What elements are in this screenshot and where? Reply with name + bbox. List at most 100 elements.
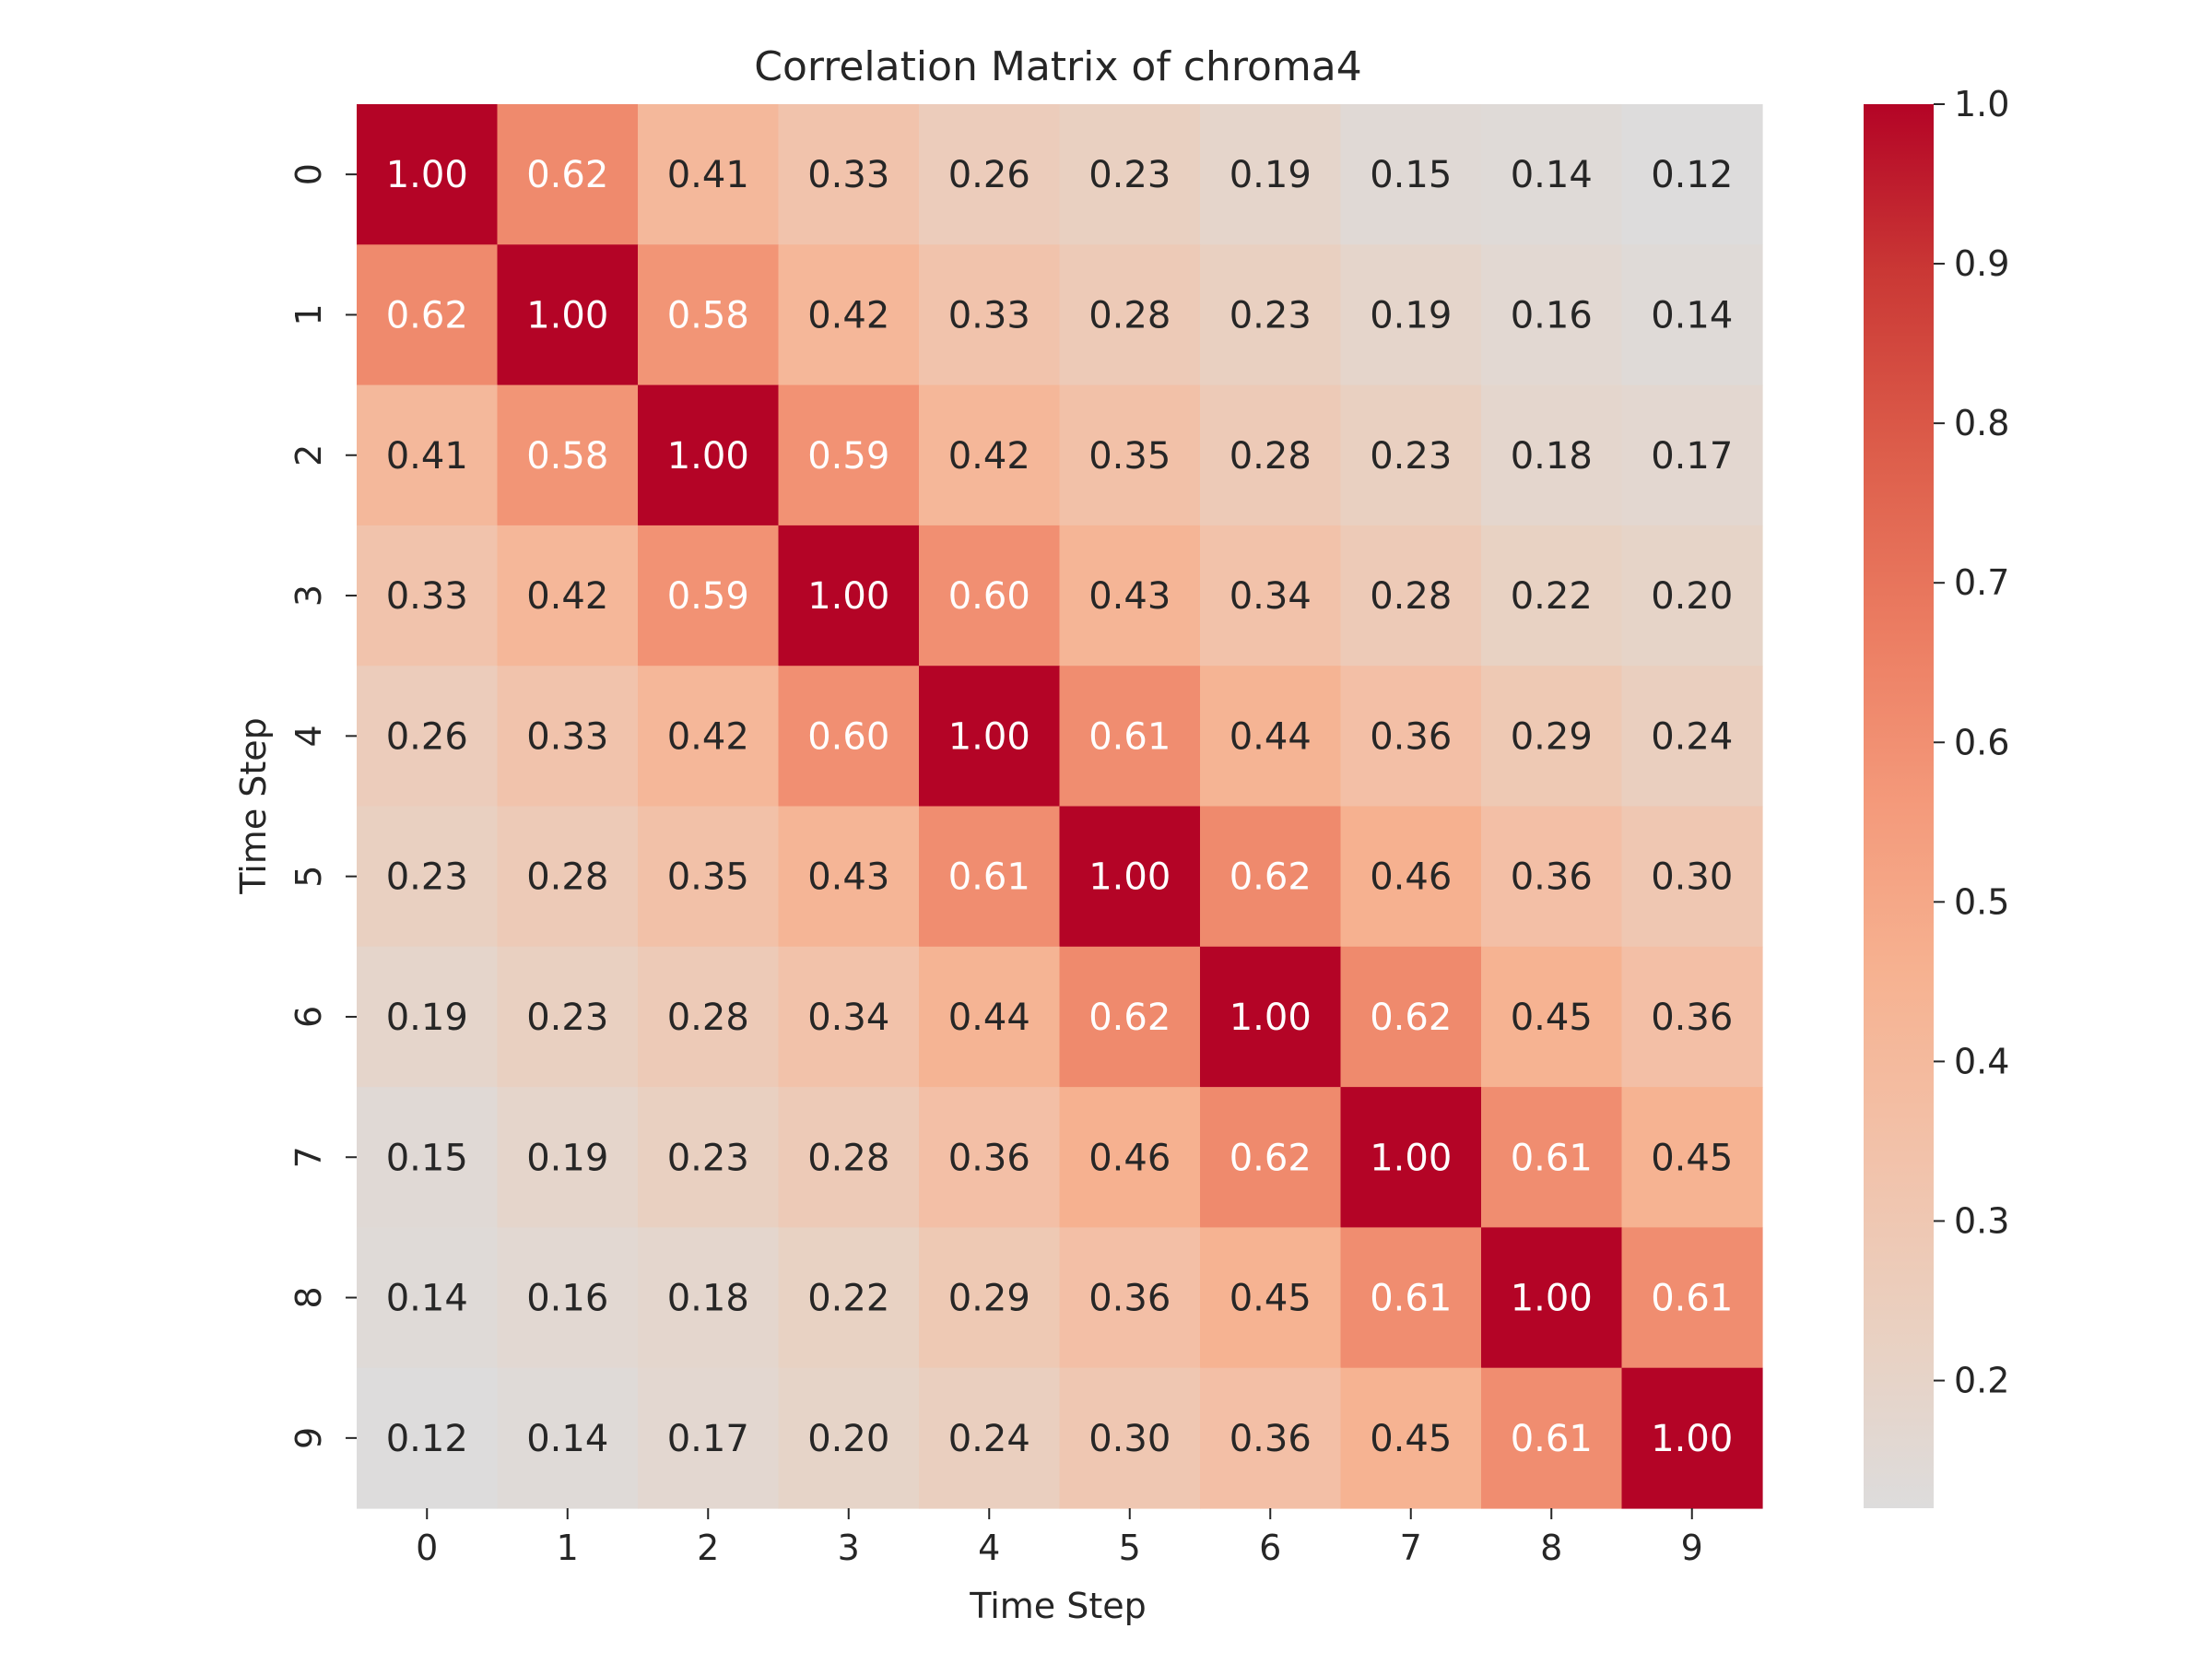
heatmap-cell bbox=[1621, 244, 1763, 386]
heatmap-cell bbox=[638, 244, 780, 386]
cell-value-label: 1.00 bbox=[1370, 1137, 1452, 1179]
x-tick-label: 7 bbox=[1400, 1528, 1422, 1568]
heatmap-cell bbox=[1621, 666, 1763, 808]
heatmap-cell bbox=[1340, 1227, 1482, 1369]
cell-value-label: 0.23 bbox=[386, 856, 468, 899]
cell-value-label: 0.58 bbox=[526, 435, 608, 478]
cell-value-label: 0.62 bbox=[1230, 1137, 1312, 1179]
cell-value-label: 0.61 bbox=[1511, 1418, 1593, 1460]
heatmap-cell bbox=[778, 666, 920, 808]
cell-value-label: 0.28 bbox=[807, 1137, 889, 1179]
y-tick-label: 3 bbox=[288, 584, 329, 607]
y-tick-label: 1 bbox=[288, 303, 329, 325]
cell-value-label: 0.18 bbox=[1511, 435, 1593, 478]
heatmap-cell bbox=[1200, 384, 1342, 526]
cell-value-label: 0.61 bbox=[948, 856, 1030, 899]
heatmap-cell bbox=[1340, 666, 1482, 808]
heatmap-cell bbox=[1481, 1227, 1623, 1369]
heatmap-cell bbox=[1621, 1087, 1763, 1228]
heatmap-cell bbox=[1059, 946, 1201, 1088]
heatmap-cell bbox=[1200, 1367, 1342, 1509]
cell-value-label: 0.44 bbox=[948, 997, 1030, 1039]
heatmap-cell bbox=[357, 1367, 499, 1509]
heatmap-cell bbox=[497, 244, 639, 386]
heatmap-cell bbox=[357, 525, 499, 667]
heatmap-cell bbox=[778, 1087, 920, 1228]
cell-value-label: 0.14 bbox=[1511, 154, 1593, 196]
y-tick-label: 9 bbox=[288, 1427, 329, 1449]
heatmap-cell bbox=[1340, 384, 1482, 526]
heatmap-cell bbox=[1059, 1087, 1201, 1228]
heatmap-cell bbox=[1200, 244, 1342, 386]
y-tick-label: 8 bbox=[288, 1286, 329, 1308]
heatmap-cell bbox=[497, 384, 639, 526]
heatmap-cell bbox=[919, 525, 1061, 667]
heatmap-cell bbox=[1059, 525, 1201, 667]
cell-value-label: 0.61 bbox=[1370, 1278, 1452, 1320]
cell-value-label: 0.12 bbox=[386, 1418, 468, 1460]
heatmap-cell bbox=[638, 806, 780, 948]
cell-value-label: 0.30 bbox=[1651, 856, 1733, 899]
cell-value-label: 0.45 bbox=[1511, 997, 1593, 1039]
x-axis: 0 1 2 3 4 5 6 7 8 9 bbox=[416, 1508, 1703, 1568]
cell-value-label: 0.45 bbox=[1230, 1278, 1312, 1320]
colorbar-tick-label: 0.3 bbox=[1954, 1200, 2009, 1241]
heatmap-cell bbox=[919, 1227, 1061, 1369]
heatmap-cell bbox=[1481, 1367, 1623, 1509]
heatmap-cell bbox=[1481, 104, 1623, 245]
cell-value-label: 0.62 bbox=[1230, 856, 1312, 899]
heatmap-cell bbox=[919, 244, 1061, 386]
cell-value-label: 1.00 bbox=[1511, 1278, 1593, 1320]
cell-value-label: 0.23 bbox=[667, 1137, 749, 1179]
heatmap-cell bbox=[357, 1227, 499, 1369]
cell-value-label: 0.14 bbox=[526, 1418, 608, 1460]
colorbar-tick-label: 0.7 bbox=[1954, 562, 2009, 603]
heatmap-cell bbox=[1621, 946, 1763, 1088]
cell-value-label: 0.36 bbox=[1230, 1418, 1312, 1460]
cell-value-label: 0.62 bbox=[526, 154, 608, 196]
cell-value-label: 0.35 bbox=[667, 856, 749, 899]
cell-value-label: 0.41 bbox=[386, 435, 468, 478]
heatmap-cell bbox=[1200, 1087, 1342, 1228]
heatmap-cell bbox=[497, 104, 639, 245]
x-tick-label: 6 bbox=[1259, 1528, 1281, 1568]
colorbar-tick-label: 0.6 bbox=[1954, 722, 2009, 762]
cell-value-label: 0.59 bbox=[807, 435, 889, 478]
y-tick-label: 5 bbox=[288, 866, 329, 888]
heatmap-cell bbox=[778, 525, 920, 667]
heatmap-cell bbox=[638, 1367, 780, 1509]
x-tick-label: 4 bbox=[978, 1528, 1000, 1568]
colorbar bbox=[1864, 104, 1934, 1508]
cell-value-label: 0.33 bbox=[807, 154, 889, 196]
cell-value-label: 0.62 bbox=[1370, 997, 1452, 1039]
cell-value-label: 0.42 bbox=[807, 294, 889, 336]
cell-value-label: 1.00 bbox=[667, 435, 749, 478]
heatmap-cell bbox=[1621, 384, 1763, 526]
x-tick-label: 2 bbox=[697, 1528, 719, 1568]
heatmap-cell bbox=[497, 666, 639, 808]
cell-value-label: 1.00 bbox=[1230, 997, 1312, 1039]
heatmap-cell bbox=[638, 1087, 780, 1228]
cell-value-label: 0.61 bbox=[1651, 1278, 1733, 1320]
cell-value-label: 0.59 bbox=[667, 575, 749, 618]
heatmap-cell bbox=[919, 1367, 1061, 1509]
heatmap-cell bbox=[1621, 525, 1763, 667]
heatmap-cell bbox=[919, 104, 1061, 245]
cell-value-label: 0.17 bbox=[667, 1418, 749, 1460]
cell-value-label: 0.45 bbox=[1651, 1137, 1733, 1179]
cell-value-label: 0.34 bbox=[1230, 575, 1312, 618]
colorbar-tick-label: 0.2 bbox=[1954, 1361, 2009, 1401]
heatmap-cell bbox=[638, 1227, 780, 1369]
cell-value-label: 0.33 bbox=[948, 294, 1030, 336]
colorbar-tick-label: 0.9 bbox=[1954, 243, 2009, 284]
cell-value-label: 0.18 bbox=[667, 1278, 749, 1320]
heatmap-cell bbox=[1059, 806, 1201, 948]
cell-value-label: 0.60 bbox=[807, 715, 889, 758]
cell-value-label: 0.19 bbox=[386, 997, 468, 1039]
cell-value-label: 0.61 bbox=[1088, 715, 1171, 758]
cell-value-label: 0.26 bbox=[948, 154, 1030, 196]
cell-value-label: 0.36 bbox=[948, 1137, 1030, 1179]
heatmap-cell bbox=[1481, 806, 1623, 948]
x-axis-label: Time Step bbox=[969, 1586, 1147, 1626]
